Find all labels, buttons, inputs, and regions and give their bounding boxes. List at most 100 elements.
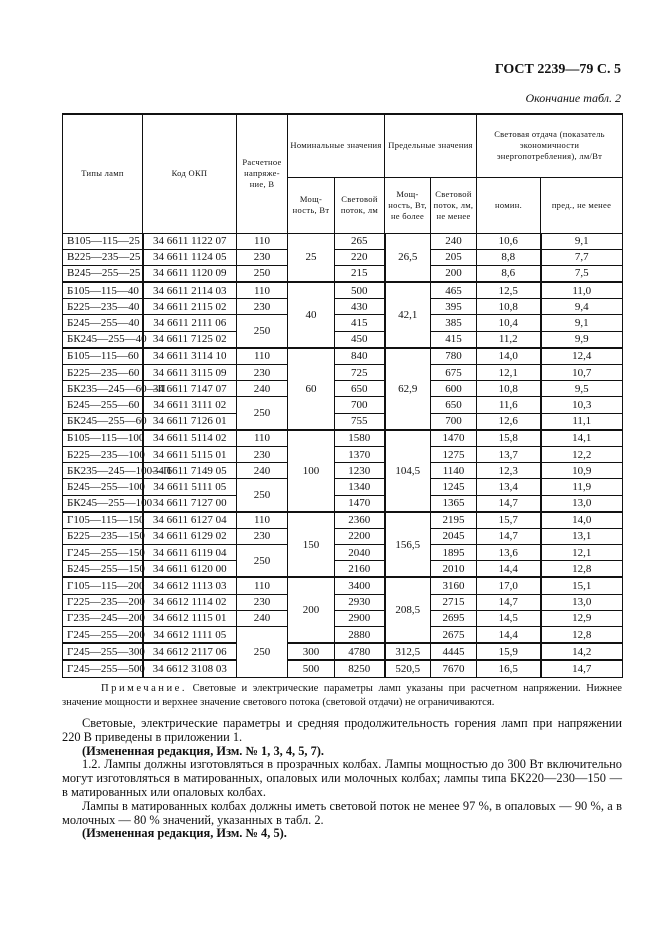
cell-min-flux: 415 (430, 330, 478, 349)
header-voltage: Расчетное напряже-ние, В (236, 113, 288, 234)
cell-okp-code: 34 6611 1124 05 (141, 248, 237, 266)
cell-okp-code: 34 6611 6129 02 (141, 527, 237, 546)
cell-lamp-type: Б225—235—60 (62, 363, 143, 382)
cell-efficacy-nominal: 10,4 (476, 314, 542, 332)
table-row: Г225—235—200 34 6612 1114 02 230 2930 2715 14… (62, 593, 624, 611)
cell-nominal-power: 40 (287, 281, 335, 349)
cell-nominal-flux: 650 (333, 380, 386, 398)
cell-nominal-flux: 2930 (333, 593, 386, 611)
cell-nominal-flux: 1340 (333, 478, 386, 496)
cell-voltage: 250 (236, 626, 288, 678)
cell-okp-code: 34 6612 1113 03 (141, 576, 237, 595)
cell-min-flux: 3160 (430, 576, 478, 595)
cell-nominal-flux: 500 (333, 281, 386, 300)
cell-lamp-type: В225—235—25 (62, 248, 143, 266)
cell-efficacy-min: 13,0 (539, 593, 624, 611)
table-row: Б245—255—100 34 6611 5111 05 250 1340 1245 13… (62, 478, 624, 513)
cell-okp-code: 34 6611 5114 02 (141, 428, 237, 447)
table-row: БК245—255—60 34 6611 7126 01 755 700 12,6 11,… (62, 412, 624, 431)
table-row: Г245—255—150 34 6611 6119 04 250 2040 1895 13… (62, 544, 624, 578)
cell-nominal-flux: 1470 (333, 494, 386, 513)
cell-efficacy-nominal: 10,8 (476, 380, 542, 398)
cell-min-flux: 4445 (430, 642, 478, 661)
cell-min-flux: 600 (430, 380, 478, 398)
cell-voltage: 240 (236, 380, 288, 398)
table-row: В245—255—25 34 6611 1120 09 250 215 200 8,6 7,… (62, 264, 624, 283)
cell-lamp-type: Г225—235—200 (62, 593, 145, 611)
cell-max-power: 26,5 (383, 232, 432, 283)
cell-voltage: 110 (236, 281, 288, 300)
cell-efficacy-min: 11,0 (539, 281, 624, 300)
table-row: Г105—115—150 34 6611 6127 04 110 150 2360 156… (62, 510, 624, 578)
cell-efficacy-nominal: 12,6 (476, 412, 542, 431)
cell-efficacy-min: 15,1 (539, 576, 624, 595)
table-row: БК235—245—60—П 34 6611 7147 07 240 650 600 10… (62, 380, 624, 398)
table-row: Г235—245—200 34 6612 1115 01 240 2900 2695 14… (62, 609, 624, 628)
cell-efficacy-nominal: 12,5 (476, 281, 542, 300)
amendment-note: (Измененная редакция, Изм. № 4, 5). (82, 826, 287, 841)
cell-efficacy-nominal: 13,4 (476, 478, 542, 496)
cell-voltage: 110 (236, 576, 288, 595)
cell-efficacy-nominal: 11,2 (476, 330, 542, 349)
cell-efficacy-nominal: 14,7 (476, 593, 542, 611)
cell-efficacy-min: 9,5 (539, 380, 624, 398)
table-row: Б105—115—100 34 6611 5114 02 110 100 1580 104… (62, 428, 624, 513)
cell-nominal-flux: 265 (333, 232, 386, 250)
cell-nominal-flux: 700 (333, 396, 386, 414)
cell-nominal-flux: 430 (333, 298, 386, 316)
cell-max-power: 104,5 (383, 428, 432, 513)
cell-efficacy-nominal: 13,7 (476, 445, 542, 464)
cell-min-flux: 1140 (430, 462, 478, 480)
cell-okp-code: 34 6611 5115 01 (141, 445, 237, 464)
cell-efficacy-min: 13,1 (539, 527, 624, 546)
table-row: Б105—115—40 34 6611 2114 03 110 40 500 42,1 46… (62, 281, 624, 349)
cell-max-power: 42,1 (383, 281, 432, 349)
cell-nominal-flux: 2040 (333, 544, 386, 562)
cell-efficacy-min: 11,9 (539, 478, 624, 496)
cell-min-flux: 2675 (430, 626, 478, 644)
cell-efficacy-min: 7,7 (539, 248, 624, 266)
cell-efficacy-min: 9,1 (539, 314, 624, 332)
cell-voltage: 110 (236, 232, 288, 250)
cell-efficacy-min: 9,1 (539, 232, 624, 250)
cell-okp-code: 34 6612 2117 06 (141, 642, 237, 661)
cell-nominal-power: 200 (287, 576, 335, 644)
cell-nominal-flux: 2900 (333, 609, 386, 628)
cell-lamp-type: Б225—235—40 (62, 298, 143, 316)
cell-efficacy-nominal: 12,3 (476, 462, 542, 480)
table-row: Б225—235—150 34 6611 6129 02 230 2200 2045 14… (62, 527, 624, 546)
cell-okp-code: 34 6611 3114 10 (141, 346, 237, 365)
cell-voltage: 110 (236, 346, 288, 365)
cell-okp-code: 34 6611 7126 01 (141, 412, 237, 431)
cell-max-power: 520,5 (383, 659, 432, 678)
cell-voltage: 110 (236, 510, 288, 529)
cell-nominal-flux: 220 (333, 248, 386, 266)
table-body: В105—115—25 34 6611 1122 07 110 25 265 26,5 24… (62, 232, 624, 678)
cell-efficacy-nominal: 8,6 (476, 264, 542, 283)
table-row: Б245—255—60 34 6611 3111 02 250 700 650 11,6 1… (62, 396, 624, 431)
cell-lamp-type: Г245—255—300 (62, 642, 145, 661)
cell-nominal-flux: 2160 (333, 560, 386, 578)
cell-min-flux: 465 (430, 281, 478, 300)
cell-lamp-type: Б105—115—40 (62, 281, 143, 300)
body-text: Световые, электрические параметры и сред… (62, 716, 622, 841)
table-row: Б105—115—60 34 6611 3114 10 110 60 840 62,9 78… (62, 346, 624, 431)
cell-efficacy-min: 10,3 (539, 396, 624, 414)
cell-efficacy-nominal: 8,8 (476, 248, 542, 266)
cell-okp-code: 34 6611 5111 05 (141, 478, 237, 496)
cell-okp-code: 34 6612 1111 05 (141, 626, 237, 644)
cell-lamp-type: Б245—255—100 (62, 478, 145, 496)
paragraph: Световые, электрические параметры и сред… (62, 716, 622, 744)
cell-lamp-type: Г245—255—200 (62, 626, 145, 644)
cell-lamp-type: БК235—245—100—П (62, 462, 171, 480)
cell-max-power: 156,5 (383, 510, 432, 578)
cell-efficacy-min: 13,0 (539, 494, 624, 513)
cell-okp-code: 34 6611 1122 07 (141, 232, 237, 250)
cell-min-flux: 1245 (430, 478, 478, 496)
table-row: Г245—255—500 34 6612 3108 03 500 8250 520,5 7… (62, 659, 624, 678)
cell-max-power: 62,9 (383, 346, 432, 431)
cell-min-flux: 385 (430, 314, 478, 332)
header-efficacy-nominal: номин. (476, 176, 542, 234)
cell-efficacy-min: 12,9 (539, 609, 624, 628)
cell-min-flux: 2045 (430, 527, 478, 546)
